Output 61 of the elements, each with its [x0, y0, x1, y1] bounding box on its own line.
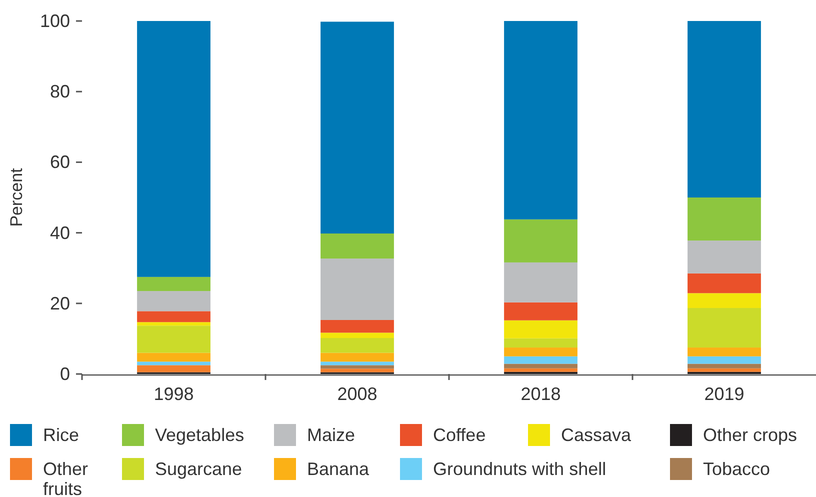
legend-label: Banana	[307, 459, 370, 479]
bar	[137, 21, 210, 277]
bar	[504, 338, 578, 348]
bar	[504, 21, 578, 220]
bar	[320, 320, 394, 333]
bar	[137, 362, 210, 366]
bar	[688, 21, 761, 198]
bar	[688, 308, 761, 348]
bar	[320, 368, 394, 372]
bar	[137, 291, 210, 312]
legend-label: Other fruits	[43, 459, 88, 497]
y-axis-title: Percent	[7, 168, 26, 227]
y-tick-label: 20	[50, 293, 70, 314]
legend-label: Coffee	[433, 425, 486, 445]
bar	[137, 311, 210, 322]
legend-label: Sugarcane	[155, 459, 242, 479]
legend-label: Tobacco	[703, 459, 770, 479]
y-tick-label: 60	[50, 152, 70, 172]
bar	[504, 368, 578, 372]
bar	[504, 364, 578, 368]
bar	[504, 356, 578, 364]
legend-label: Vegetables	[155, 425, 244, 445]
bar	[137, 352, 210, 362]
bar	[504, 219, 578, 262]
bar	[320, 332, 394, 338]
bar	[320, 365, 394, 369]
bar	[137, 276, 210, 292]
bar	[504, 302, 578, 320]
legend-label: Other crops	[703, 425, 798, 445]
bar	[137, 326, 210, 353]
legend-label: Groundnuts with shell	[433, 459, 606, 479]
bar	[320, 338, 394, 353]
bar	[320, 234, 394, 259]
x-tick-label: 2008	[337, 384, 378, 404]
bar	[688, 198, 761, 241]
bar	[137, 322, 210, 326]
y-tick-label: 40	[50, 222, 70, 243]
bar	[137, 365, 210, 372]
bar	[688, 240, 761, 274]
legend-label: Rice	[43, 425, 80, 445]
y-tick-label: 0	[60, 364, 70, 384]
y-tick-label: 80	[50, 82, 70, 102]
bar	[320, 352, 394, 362]
x-tick-label: 2018	[520, 384, 561, 404]
bar	[688, 273, 761, 294]
bar	[688, 293, 761, 308]
bar	[320, 362, 394, 366]
legend-label: Cassava	[561, 425, 632, 445]
bar	[320, 258, 394, 320]
bar	[504, 348, 578, 356]
bar	[688, 356, 761, 364]
bar	[504, 262, 578, 302]
bar	[688, 364, 761, 368]
bar	[688, 348, 761, 356]
bar	[320, 22, 394, 234]
x-tick-label: 1998	[154, 384, 194, 404]
bar	[688, 368, 761, 372]
bar	[504, 320, 578, 338]
legend-label: Maize	[307, 425, 356, 445]
x-tick-label: 2019	[704, 384, 744, 404]
y-tick-label: 100	[40, 11, 70, 31]
